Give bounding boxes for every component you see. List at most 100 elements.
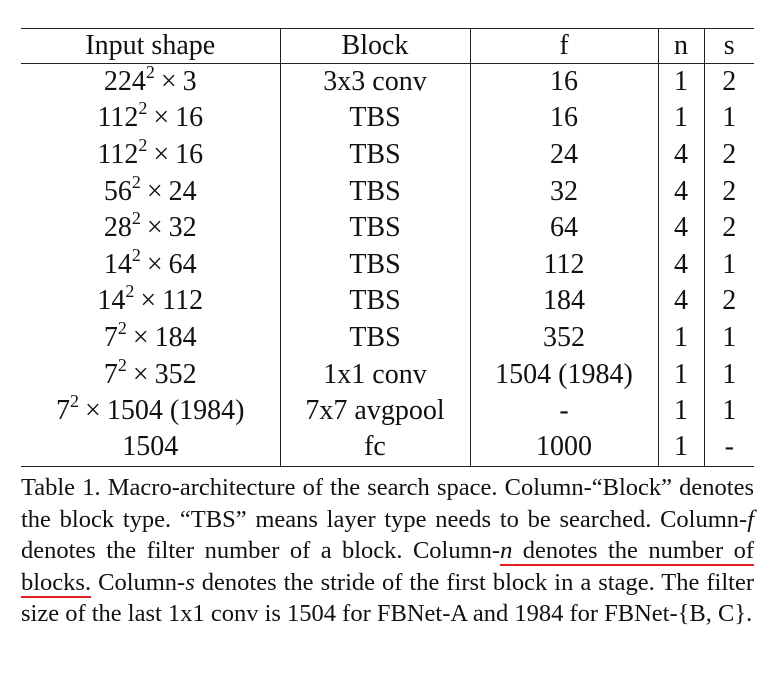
cell-n: 4 (657, 283, 704, 320)
times-symbol: × (153, 138, 170, 170)
table-caption: Table 1. Macro-architecture of the searc… (21, 472, 754, 630)
cell-s: 2 (703, 136, 754, 174)
table-body: 2242 × 3 3x3 conv 16 1 2 1122 × 16 TBS 16 1 1 1122 × 16 T… (21, 62, 754, 467)
cell-s: 2 (703, 63, 754, 101)
input-shape-exponent: 2 (125, 281, 135, 302)
cell-s: 1 (703, 392, 754, 430)
input-shape-base: 7 (103, 358, 118, 390)
cell-input-shape: 2242 × 3 (21, 62, 280, 101)
times-symbol: × (140, 285, 157, 317)
table-row: 142 × 112 TBS 184 4 2 (21, 281, 754, 320)
cell-s: 1 (703, 246, 754, 284)
table-row: 282 × 32 TBS 64 4 2 (21, 208, 754, 247)
input-shape-base: 14 (103, 248, 132, 280)
cell-block: TBS (279, 246, 470, 284)
input-shape-base: 14 (97, 285, 126, 317)
input-shape-base: 7 (103, 321, 118, 353)
header-input-shape: Input shape (21, 28, 280, 64)
caption-highlighted-phrase: n denotes the number of blocks. (21, 537, 754, 596)
table-header-row: Input shape Block f n s (21, 28, 754, 64)
times-symbol: × (153, 102, 170, 134)
times-symbol: × (85, 395, 101, 427)
table-row: 2242 × 3 3x3 conv 16 1 2 (21, 62, 754, 101)
cell-n: 1 (657, 356, 704, 393)
header-block: Block (279, 28, 470, 64)
cell-s: 1 (703, 356, 754, 393)
cell-input-shape: 142 × 64 (21, 246, 280, 283)
cell-s: 1 (703, 100, 754, 137)
cell-n: 4 (657, 136, 704, 174)
header-s: s (703, 28, 754, 64)
cell-n: 1 (657, 429, 704, 467)
cell-s: 2 (703, 283, 754, 320)
times-symbol: × (146, 175, 163, 207)
caption-text-2: denotes the filter number of a block. Co… (21, 537, 501, 564)
input-shape-channels: 64 (168, 248, 197, 280)
times-symbol: × (146, 248, 163, 280)
input-shape-base: 112 (97, 102, 139, 134)
cell-input-shape: 282 × 32 (21, 208, 280, 247)
input-shape-exponent: 2 (138, 98, 148, 119)
input-shape-channels: 112 (162, 285, 204, 317)
cell-block: TBS (279, 319, 470, 357)
table-row: 562 × 24 TBS 32 4 2 (21, 173, 754, 210)
cell-f: 64 (469, 209, 658, 247)
cell-f: 184 (469, 283, 658, 320)
cell-input-shape: 562 × 24 (21, 173, 280, 210)
cell-input-shape: 72 × 1504 (1984) (21, 392, 280, 430)
cell-input-shape: 142 × 112 (21, 281, 280, 320)
times-symbol: × (160, 66, 177, 98)
cell-s: - (703, 429, 754, 467)
cell-f: 352 (469, 319, 658, 357)
input-shape-exponent: 2 (131, 171, 141, 192)
cell-s: 2 (703, 173, 754, 210)
cell-input-shape: 72 × 184 (21, 319, 280, 357)
table-row: 1122 × 16 TBS 24 4 2 (21, 134, 754, 174)
cell-block: TBS (279, 100, 470, 137)
cell-block: TBS (279, 283, 470, 320)
input-shape-channels: 32 (168, 212, 197, 244)
cell-n: 1 (657, 392, 704, 430)
cell-block: fc (279, 429, 470, 467)
caption-var-s: s (185, 568, 195, 596)
input-shape-channels: 184 (154, 321, 197, 353)
cell-block: TBS (279, 136, 470, 174)
caption-text-5: denotes the stride of the first block in… (21, 568, 754, 628)
macro-architecture-table-container: Input shape Block f n s 2242 × 3 3x3 conv 16… (21, 28, 754, 467)
macro-architecture-table: Input shape Block f n s 2242 × 3 3x3 conv 16… (21, 28, 754, 467)
input-shape-channels: 352 (154, 358, 197, 390)
input-shape-base: 7 (56, 395, 71, 427)
times-symbol: × (146, 212, 163, 244)
input-shape-base: 28 (103, 212, 132, 244)
input-shape-exponent: 2 (138, 134, 148, 155)
cell-f: 1000 (469, 429, 658, 467)
caption-label: Table 1. (21, 474, 101, 501)
cell-block: TBS (279, 209, 470, 247)
input-shape-exponent: 2 (131, 208, 141, 229)
cell-block: 1x1 conv (279, 356, 470, 393)
times-symbol: × (132, 321, 149, 353)
caption-text-4: Column- (91, 568, 186, 596)
cell-f: 24 (469, 136, 658, 174)
caption-text-1: Macro-architecture of the search space. … (21, 474, 755, 533)
cell-block: 7x7 avgpool (279, 392, 470, 430)
cell-n: 1 (657, 63, 704, 101)
table-row: 72 × 1504 (1984) 7x7 avgpool -1 1 (21, 392, 754, 430)
cell-n: 4 (657, 246, 704, 284)
cell-f: 16 (469, 100, 658, 137)
input-shape-exponent: 2 (145, 62, 155, 83)
cell-input-shape: 1122 × 16 (21, 98, 280, 137)
header-n: n (657, 28, 704, 64)
input-shape-channels: 3 (182, 66, 197, 98)
cell-n: 4 (657, 173, 704, 210)
input-shape-exponent: 2 (117, 354, 127, 375)
cell-block: 3x3 conv (279, 63, 470, 101)
cell-f: 1504 (1984) (469, 356, 658, 393)
input-shape-channels: 24 (168, 175, 197, 207)
caption-var-n: n (500, 537, 513, 564)
input-shape-base: 112 (97, 138, 139, 170)
caption-paragraph: Table 1. Macro-architecture of the searc… (21, 472, 754, 630)
input-shape-exponent: 2 (131, 244, 141, 265)
cell-s: 1 (703, 319, 754, 357)
cell-f: 32 (469, 173, 658, 210)
